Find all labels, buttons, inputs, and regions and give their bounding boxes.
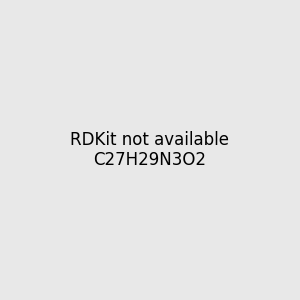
Text: RDKit not available
C27H29N3O2: RDKit not available C27H29N3O2 (70, 130, 230, 170)
